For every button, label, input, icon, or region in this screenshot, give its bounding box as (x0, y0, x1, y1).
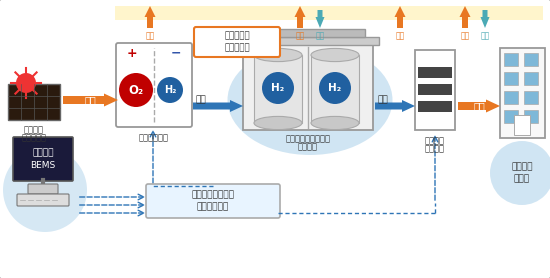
Text: スマート
BEMS: スマート BEMS (30, 148, 56, 170)
FancyBboxPatch shape (13, 137, 73, 181)
Text: 水素: 水素 (378, 96, 389, 105)
Text: −: − (170, 46, 182, 59)
Text: （蓄電）: （蓄電） (298, 142, 318, 151)
Text: 放熱: 放熱 (395, 31, 405, 40)
Ellipse shape (254, 116, 302, 130)
Text: （発電）: （発電） (425, 144, 445, 153)
Polygon shape (294, 6, 305, 28)
Polygon shape (311, 55, 359, 123)
FancyBboxPatch shape (514, 115, 530, 135)
Circle shape (319, 72, 351, 104)
Text: 再生可能: 再生可能 (24, 125, 44, 134)
FancyBboxPatch shape (28, 184, 58, 194)
FancyBboxPatch shape (243, 45, 373, 130)
Text: 放熱: 放熱 (460, 31, 470, 40)
Text: エネルギー全体の
最適管理技術: エネルギー全体の 最適管理技術 (191, 191, 234, 211)
Text: 水素: 水素 (196, 96, 207, 105)
FancyBboxPatch shape (418, 67, 452, 78)
Polygon shape (481, 10, 490, 28)
Text: 放熱: 放熱 (145, 31, 155, 40)
Text: H₂: H₂ (164, 85, 176, 95)
Ellipse shape (228, 45, 393, 155)
Text: 熱も建物で
最大限活用: 熱も建物で 最大限活用 (224, 32, 250, 52)
Circle shape (157, 77, 183, 103)
Circle shape (3, 148, 87, 232)
FancyBboxPatch shape (524, 72, 538, 85)
Circle shape (262, 72, 294, 104)
FancyBboxPatch shape (504, 53, 518, 66)
Polygon shape (115, 6, 543, 20)
Ellipse shape (311, 116, 359, 130)
Text: 燃料電池: 燃料電池 (425, 136, 445, 145)
Text: 電気: 電気 (473, 101, 485, 111)
Polygon shape (375, 100, 415, 112)
FancyBboxPatch shape (194, 27, 280, 57)
Text: H₂: H₂ (328, 83, 342, 93)
Polygon shape (145, 6, 156, 28)
Polygon shape (459, 6, 470, 28)
Polygon shape (500, 48, 545, 138)
Polygon shape (254, 55, 302, 123)
Text: O₂: O₂ (129, 83, 144, 96)
Ellipse shape (311, 48, 359, 62)
Circle shape (119, 73, 153, 107)
Polygon shape (237, 37, 379, 45)
FancyBboxPatch shape (504, 110, 518, 123)
Circle shape (490, 141, 550, 205)
Text: エネルギー: エネルギー (21, 133, 47, 142)
Polygon shape (63, 93, 118, 106)
FancyBboxPatch shape (418, 84, 452, 95)
Text: 水素吸蔵合金タンク: 水素吸蔵合金タンク (285, 134, 331, 143)
Text: 吸熱: 吸熱 (315, 31, 324, 40)
Polygon shape (458, 100, 500, 113)
Polygon shape (316, 10, 324, 28)
Text: 吸熱: 吸熱 (480, 31, 490, 40)
Text: H₂: H₂ (271, 83, 284, 93)
Polygon shape (251, 29, 365, 37)
FancyBboxPatch shape (8, 84, 60, 120)
Text: 放熱: 放熱 (295, 31, 305, 40)
Text: +: + (126, 46, 138, 59)
FancyBboxPatch shape (146, 184, 280, 218)
FancyBboxPatch shape (116, 43, 192, 127)
Polygon shape (193, 100, 243, 112)
FancyBboxPatch shape (504, 91, 518, 104)
FancyBboxPatch shape (415, 50, 455, 130)
Circle shape (16, 73, 36, 93)
FancyBboxPatch shape (524, 110, 538, 123)
FancyBboxPatch shape (524, 91, 538, 104)
Ellipse shape (254, 48, 302, 62)
Polygon shape (394, 6, 405, 28)
FancyBboxPatch shape (17, 194, 69, 206)
Text: 電気: 電気 (85, 95, 96, 105)
FancyBboxPatch shape (418, 101, 452, 112)
FancyBboxPatch shape (504, 72, 518, 85)
Text: 水素製造装置: 水素製造装置 (139, 133, 169, 142)
Text: 電力需要
熱需要: 電力需要 熱需要 (512, 162, 533, 184)
FancyBboxPatch shape (524, 53, 538, 66)
